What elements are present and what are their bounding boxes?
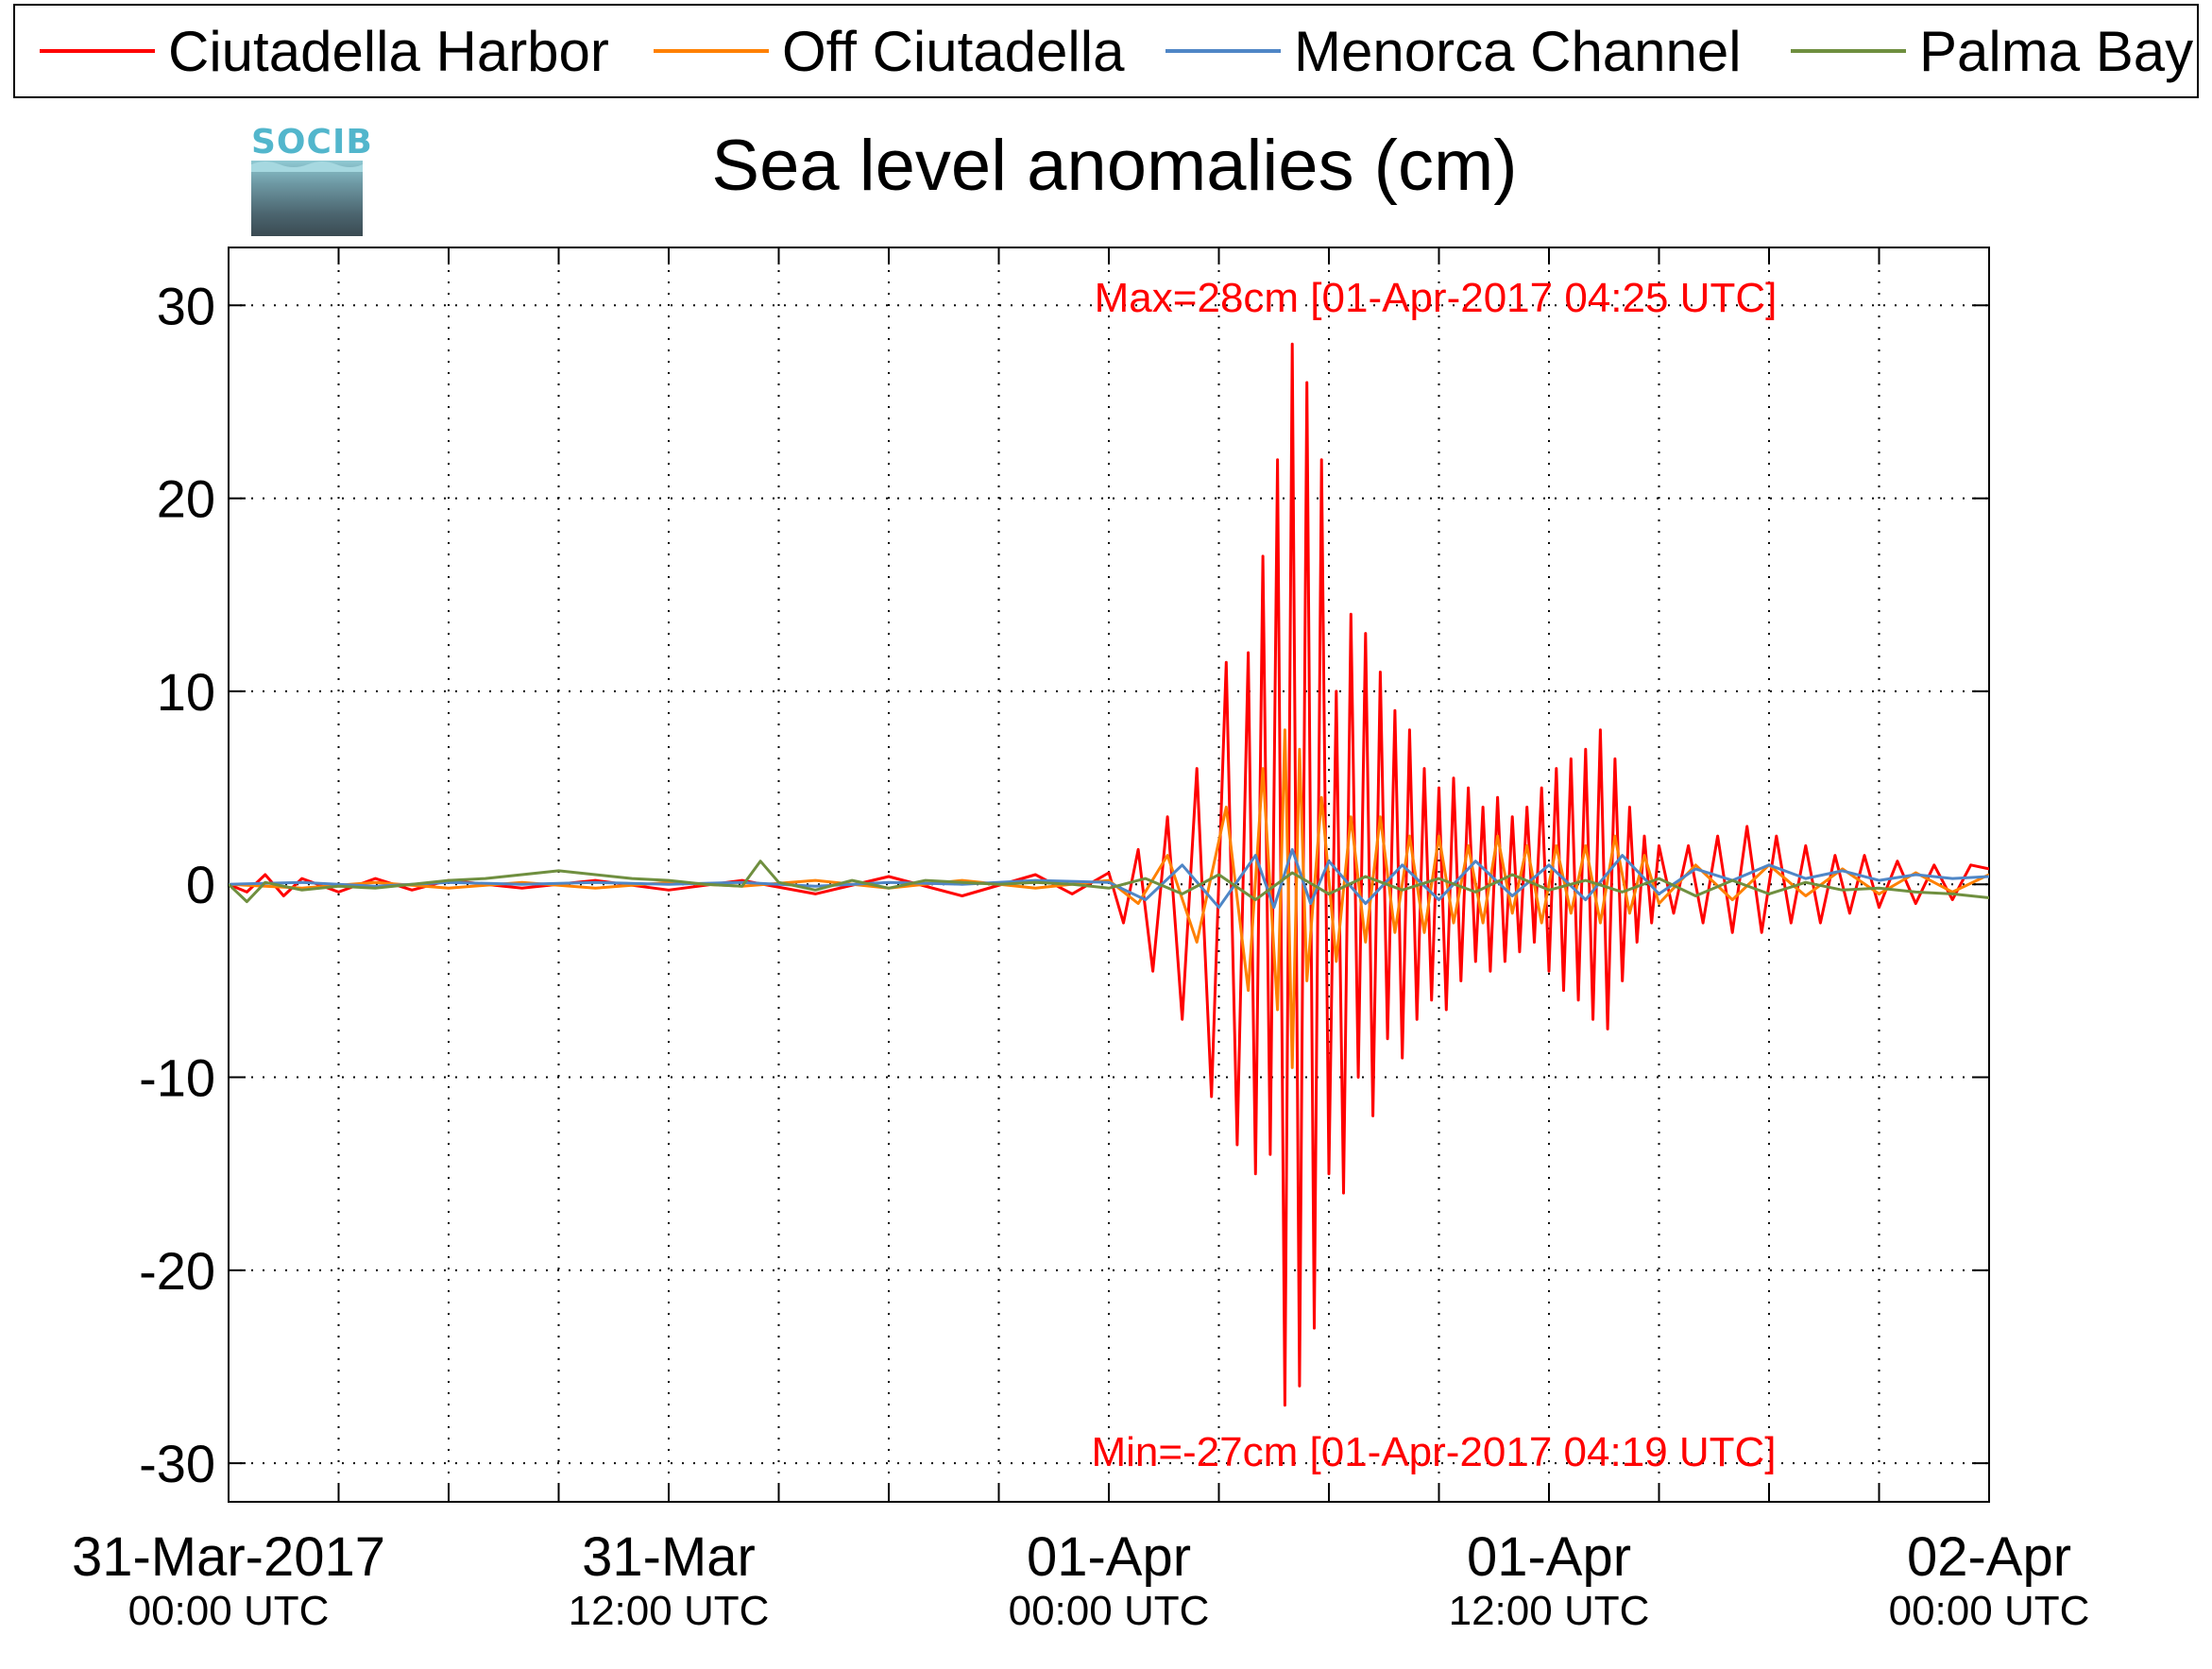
legend-swatch-menorca-channel — [1166, 49, 1281, 53]
y-tick-label: 10 — [157, 662, 215, 722]
socib-logo: SOCIB — [251, 123, 373, 236]
legend-swatch-off-ciutadella — [654, 49, 769, 53]
legend-swatch-palma-bay — [1791, 49, 1906, 53]
x-tick-sublabel: 12:00 UTC — [569, 1588, 770, 1634]
x-tick-sublabel: 00:00 UTC — [1889, 1588, 2090, 1634]
y-tick-label: -30 — [139, 1434, 215, 1493]
x-tick-label: 02-Apr — [1907, 1526, 2071, 1588]
legend-item-menorca-channel[interactable]: Menorca Channel — [1166, 6, 1742, 96]
y-tick-label: 20 — [157, 469, 215, 529]
legend-label: Ciutadella Harbor — [168, 19, 609, 83]
x-tick-label: 31-Mar — [582, 1526, 756, 1588]
legend-item-ciutadella-harbor[interactable]: Ciutadella Harbor — [40, 6, 609, 96]
series-line-palma-bay — [229, 860, 1989, 904]
x-tick-label: 31-Mar-2017 — [72, 1526, 385, 1588]
x-tick-label: 01-Apr — [1467, 1526, 1631, 1588]
legend: Ciutadella Harbor Off Ciutadella Menorca… — [13, 4, 2199, 98]
x-tick-sublabel: 12:00 UTC — [1449, 1588, 1650, 1634]
x-tick-sublabel: 00:00 UTC — [1009, 1588, 1210, 1634]
max-annotation: Max=28cm [01-Apr-2017 04:25 UTC] — [1095, 275, 1778, 321]
y-tick-label: 30 — [157, 276, 215, 335]
y-tick-label: 0 — [186, 855, 215, 914]
logo-text: SOCIB — [251, 123, 373, 162]
legend-swatch-ciutadella-harbor — [40, 49, 155, 53]
legend-label: Off Ciutadella — [782, 19, 1125, 83]
chart-title: Sea level anomalies (cm) — [711, 126, 1518, 206]
legend-item-off-ciutadella[interactable]: Off Ciutadella — [654, 6, 1124, 96]
logo-wave-icon — [251, 162, 363, 172]
y-tick-label: -10 — [139, 1048, 215, 1108]
legend-item-palma-bay[interactable]: Palma Bay — [1791, 6, 2193, 96]
min-annotation: Min=-27cm [01-Apr-2017 04:19 UTC] — [1091, 1429, 1776, 1475]
legend-label: Palma Bay — [1919, 19, 2194, 83]
logo-block — [251, 161, 363, 236]
x-tick-sublabel: 00:00 UTC — [128, 1588, 330, 1634]
y-tick-label: -20 — [139, 1241, 215, 1301]
legend-label: Menorca Channel — [1294, 19, 1742, 83]
x-tick-label: 01-Apr — [1027, 1526, 1191, 1588]
